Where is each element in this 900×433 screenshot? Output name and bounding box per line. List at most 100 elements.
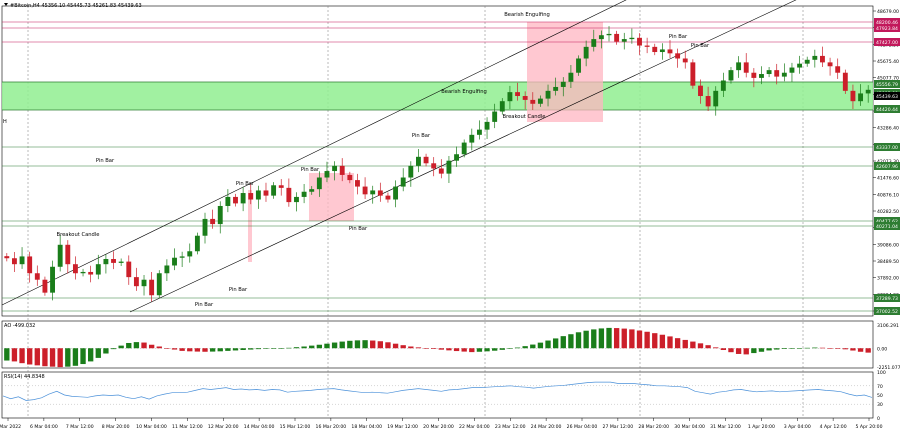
- ao-bar: [209, 348, 216, 352]
- price-tick-label: 45675.40: [877, 59, 899, 65]
- current-price-label: 45439.63: [876, 94, 898, 100]
- ao-bar: [522, 346, 528, 349]
- ao-bar: [667, 336, 673, 349]
- candle-body: [324, 171, 330, 178]
- price-tick-label: 40876.10: [877, 192, 899, 198]
- rsi-tick-label: 0: [877, 416, 880, 422]
- ao-bar: [705, 345, 711, 349]
- ao-bar: [385, 342, 391, 349]
- candle-body: [454, 154, 459, 161]
- ao-bar: [423, 348, 429, 349]
- ao-bar: [560, 336, 566, 349]
- candle-body: [682, 58, 688, 63]
- candle-body: [827, 62, 833, 67]
- pattern-annotation: Pin Bar: [349, 226, 368, 232]
- candle-body: [355, 180, 360, 187]
- ao-bar: [728, 348, 734, 353]
- price-tick-label: 45077.70: [877, 76, 899, 82]
- ao-bar: [179, 348, 185, 351]
- ao-bar: [865, 348, 871, 353]
- candle-body: [606, 33, 612, 36]
- pattern-box-pin-bar: [309, 173, 354, 221]
- ao-bar: [57, 348, 63, 368]
- ao-bar: [110, 348, 117, 350]
- time-label: 14 Mar 04:00: [244, 424, 275, 430]
- ao-bar: [263, 348, 269, 349]
- ao-bar: [857, 348, 864, 352]
- ao-bar: [575, 332, 582, 349]
- rsi-title: RSI(14) 44.8348: [4, 374, 45, 380]
- ao-bar: [103, 348, 109, 354]
- time-label: 8 Mar 20:00: [102, 424, 130, 430]
- candle-body: [751, 72, 757, 78]
- ao-bar: [735, 348, 742, 354]
- candle-body: [286, 187, 292, 203]
- candle-body: [797, 63, 803, 68]
- ao-bar: [720, 348, 727, 351]
- time-label: 7 Mar 12:00: [66, 424, 94, 430]
- rsi-tick-label: 30: [877, 402, 883, 408]
- ao-bar: [842, 348, 848, 350]
- candle-body: [80, 271, 86, 274]
- ao-bar: [758, 348, 765, 352]
- candle-body: [57, 244, 63, 267]
- resistance-badge-label: 48200.46: [876, 20, 898, 26]
- support-badge-label: 37289.73: [876, 296, 898, 302]
- ao-bar: [850, 348, 856, 351]
- dropdown-arrow-icon[interactable]: [4, 3, 8, 6]
- ao-bar: [232, 348, 239, 351]
- ao-bar: [697, 343, 704, 349]
- time-label: 3 Apr 04:00: [784, 424, 811, 430]
- ao-bar: [392, 343, 399, 349]
- candle-body: [835, 66, 841, 73]
- ao-bar: [537, 342, 544, 349]
- time-label: 5 Apr 20:00: [855, 424, 882, 430]
- candle-body: [713, 90, 719, 107]
- time-label: 24 Mar 20:00: [531, 424, 562, 430]
- candle-body: [194, 235, 200, 252]
- candle-body: [576, 58, 581, 73]
- candle-body: [736, 62, 742, 71]
- candle-body: [42, 279, 48, 293]
- candle-body: [316, 177, 322, 190]
- ao-bar: [286, 347, 292, 349]
- support-badge-label: 42607.96: [876, 164, 898, 170]
- ao-bar: [613, 328, 620, 349]
- time-label: 11 Mar 12:00: [172, 424, 203, 430]
- pattern-annotation: Pin Bar: [669, 34, 688, 40]
- zone-badge-label: 45556.79: [876, 82, 898, 88]
- candle-body: [690, 62, 696, 86]
- ao-bar: [141, 342, 147, 349]
- price-tick-label: 41476.60: [877, 176, 899, 182]
- pattern-annotation: Pin Bar: [236, 181, 255, 187]
- candle-body: [698, 85, 703, 97]
- time-label: 22 Mar 04:00: [459, 424, 490, 430]
- ao-bar: [514, 347, 521, 349]
- ao-bar: [95, 348, 101, 358]
- candle-body: [705, 96, 711, 107]
- support-badge-label: 40271.04: [876, 224, 898, 230]
- support-badge: [874, 217, 900, 225]
- candle-body: [309, 189, 315, 192]
- candle-body: [522, 96, 528, 100]
- candle-body: [537, 98, 543, 104]
- candle-body: [804, 59, 810, 64]
- ao-bar: [774, 348, 780, 350]
- candle-body: [27, 256, 33, 274]
- candle-body: [301, 191, 307, 197]
- ao-bar: [301, 346, 307, 349]
- time-label: 16 Mar 20:00: [316, 424, 347, 430]
- price-panel-frame: [1, 5, 874, 317]
- candle-body: [728, 70, 734, 81]
- candle-body: [179, 256, 185, 258]
- ao-bar: [270, 348, 277, 349]
- side-mark: H: [3, 119, 7, 125]
- candle-body: [210, 218, 216, 225]
- ao-bar: [202, 348, 208, 352]
- pattern-annotation: Pin Bar: [412, 133, 431, 139]
- candle-body: [659, 49, 665, 53]
- time-label: 6 Mar 04:00: [30, 424, 58, 430]
- time-label: 23 Mar 12:00: [495, 424, 526, 430]
- ao-bar: [652, 333, 658, 349]
